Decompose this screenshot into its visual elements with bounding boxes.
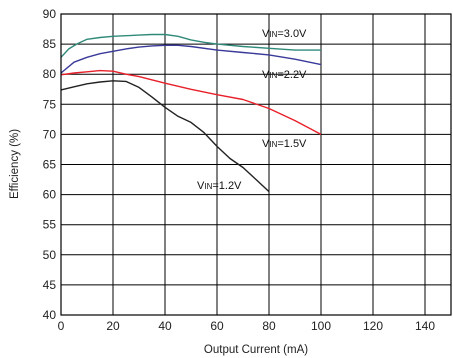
series-line-0 xyxy=(60,33,321,58)
x-tick-label: 100 xyxy=(311,319,331,333)
series-labels: VIN=3.0V VIN=2.2V VIN=1.5V VIN=1.2V xyxy=(197,28,307,192)
y-axis-title: Efficiency (%) xyxy=(9,129,21,199)
y-tick-label: 75 xyxy=(43,97,57,111)
x-axis-title: Output Current (mA) xyxy=(204,344,308,356)
series-label-1: VIN=2.2V xyxy=(262,69,307,81)
x-tick-label: 80 xyxy=(262,319,276,333)
series-label-3: VIN=1.2V xyxy=(197,180,242,192)
series-line-3 xyxy=(60,80,270,193)
y-tick-label: 65 xyxy=(43,158,57,172)
series-label-2: VIN=1.5V xyxy=(262,138,307,150)
x-tick-label: 0 xyxy=(58,319,65,333)
series-line-1 xyxy=(60,44,322,74)
series-lines xyxy=(60,33,322,193)
y-tick-label: 90 xyxy=(43,7,57,21)
series-label-0: VIN=3.0V xyxy=(262,28,307,40)
x-tick-label: 120 xyxy=(363,319,383,333)
y-tick-label: 60 xyxy=(43,188,57,202)
x-tick-label: 40 xyxy=(158,319,172,333)
tick-labels: 40 45 50 55 60 65 70 75 80 85 90 0 20 40 60 80 100 120 140 xyxy=(43,7,436,333)
y-tick-label: 80 xyxy=(43,67,57,81)
grid xyxy=(61,14,451,315)
y-tick-label: 45 xyxy=(43,278,57,292)
series-line-2 xyxy=(60,69,322,136)
y-tick-label: 70 xyxy=(43,127,57,141)
y-tick-label: 55 xyxy=(43,218,57,232)
x-tick-label: 20 xyxy=(106,319,120,333)
y-tick-label: 40 xyxy=(43,308,57,322)
x-tick-label: 60 xyxy=(210,319,224,333)
plot-frame xyxy=(60,13,452,316)
y-tick-label: 50 xyxy=(43,248,57,262)
x-tick-label: 140 xyxy=(415,319,435,333)
y-tick-label: 85 xyxy=(43,37,57,51)
